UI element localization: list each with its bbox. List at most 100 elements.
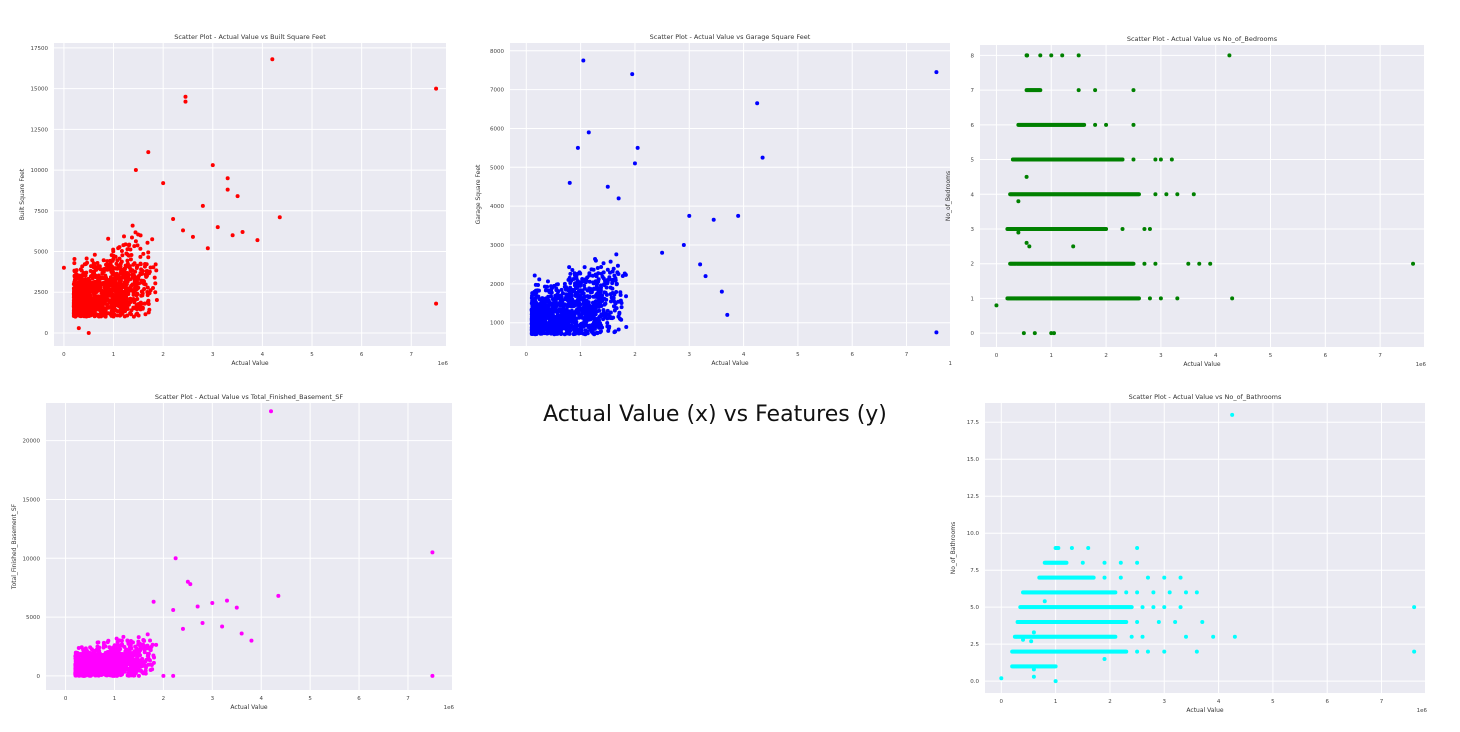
cluster-point xyxy=(532,273,537,278)
cluster-point xyxy=(78,659,83,664)
cluster-point xyxy=(612,300,617,305)
cluster-point xyxy=(87,304,92,309)
row-point xyxy=(1082,122,1087,127)
cluster-point xyxy=(115,301,120,306)
cluster-point xyxy=(609,277,614,282)
cluster-point xyxy=(571,327,576,332)
cluster-point xyxy=(143,301,148,306)
cluster-point xyxy=(103,670,108,675)
cluster-point xyxy=(140,271,145,276)
cluster-point xyxy=(95,261,100,266)
cluster-point xyxy=(537,307,542,312)
row-point xyxy=(1076,53,1081,58)
y-tick-label: 1 xyxy=(971,296,975,302)
cluster-point xyxy=(136,635,141,640)
cluster-point xyxy=(128,645,133,650)
cluster-point xyxy=(120,643,125,648)
x-tick-label: 2 xyxy=(161,352,165,358)
data-point xyxy=(1027,244,1032,249)
cluster-point xyxy=(153,290,158,295)
cluster-point xyxy=(72,257,77,262)
y-axis-label: Total_Finished_Basement_SF xyxy=(11,503,18,590)
cluster-point xyxy=(135,297,140,301)
cluster-point xyxy=(120,307,125,312)
x-tick-label: 4 xyxy=(261,352,265,358)
row-point xyxy=(1131,157,1136,162)
x-tick-label: 1 xyxy=(579,352,583,358)
cluster-point xyxy=(140,306,145,311)
cluster-point xyxy=(72,280,77,285)
cluster-point xyxy=(101,640,106,645)
x-tick-label: 1 xyxy=(112,352,116,358)
cluster-point xyxy=(84,301,89,306)
cluster-point xyxy=(146,302,151,307)
data-point xyxy=(225,176,230,181)
chart-title: Scatter Plot - Actual Value vs No_of_Bat… xyxy=(1129,393,1282,401)
cluster-point xyxy=(558,323,563,328)
row-point xyxy=(1164,192,1169,197)
data-point xyxy=(430,673,435,678)
x-tick-label: 7 xyxy=(410,352,414,358)
cluster-point xyxy=(134,306,139,311)
data-point xyxy=(1024,240,1029,245)
cluster-point xyxy=(554,323,559,328)
row-point xyxy=(1093,88,1098,93)
row-point xyxy=(1131,122,1136,127)
y-tick-label: 10.0 xyxy=(967,531,980,537)
cluster-point xyxy=(115,298,120,303)
cluster-point xyxy=(548,310,553,315)
cluster-point xyxy=(76,295,81,300)
x-tick-label: 2 xyxy=(1108,699,1112,705)
cluster-point xyxy=(579,307,584,312)
cluster-point xyxy=(102,313,107,318)
cluster-point xyxy=(114,273,119,277)
y-tick-label: 5000 xyxy=(490,165,504,171)
data-point xyxy=(994,303,999,308)
cluster-point xyxy=(594,299,599,304)
cluster-point xyxy=(118,289,123,293)
data-point xyxy=(180,626,185,631)
x-tick-label: 4 xyxy=(1214,353,1218,359)
cluster-point xyxy=(613,329,618,334)
cluster-point xyxy=(87,292,92,297)
x-offset-label: 1e6 xyxy=(438,361,449,367)
cluster-point xyxy=(146,298,151,303)
x-tick-label: 3 xyxy=(688,352,692,358)
row-point xyxy=(1104,226,1109,231)
row-point xyxy=(1200,619,1205,624)
cluster-point xyxy=(81,270,86,275)
cluster-point xyxy=(148,667,153,672)
cluster-point xyxy=(591,303,596,308)
cluster-point xyxy=(141,642,146,647)
cluster-point xyxy=(599,303,604,308)
y-axis-label: Garage Square Feet xyxy=(475,164,482,224)
y-tick-label: 0 xyxy=(971,331,975,337)
data-point xyxy=(61,265,66,270)
cluster-point xyxy=(72,299,77,304)
row-point xyxy=(1147,296,1152,301)
cluster-point xyxy=(531,317,536,322)
cluster-point xyxy=(546,298,551,303)
cluster-point xyxy=(126,243,131,248)
data-point xyxy=(171,673,176,678)
row-point xyxy=(1124,619,1129,624)
cluster-point xyxy=(542,284,547,289)
cluster-point xyxy=(104,263,109,268)
y-tick-label: 2 xyxy=(971,262,975,268)
cluster-point xyxy=(574,290,579,295)
cluster-point xyxy=(128,268,133,273)
x-tick-label: 7 xyxy=(1380,699,1384,705)
y-tick-label: 2500 xyxy=(34,290,48,296)
row-point xyxy=(1156,619,1161,624)
cluster-point xyxy=(136,639,141,644)
cluster-point xyxy=(558,296,563,301)
cluster-point xyxy=(72,286,77,291)
cluster-point xyxy=(93,305,98,310)
cluster-point xyxy=(567,265,572,270)
cluster-point xyxy=(138,643,143,648)
cluster-point xyxy=(570,316,575,321)
cluster-point xyxy=(543,288,548,293)
cluster-point xyxy=(605,320,610,325)
x-tick-label: 3 xyxy=(1159,353,1163,359)
cluster-point xyxy=(597,296,602,301)
